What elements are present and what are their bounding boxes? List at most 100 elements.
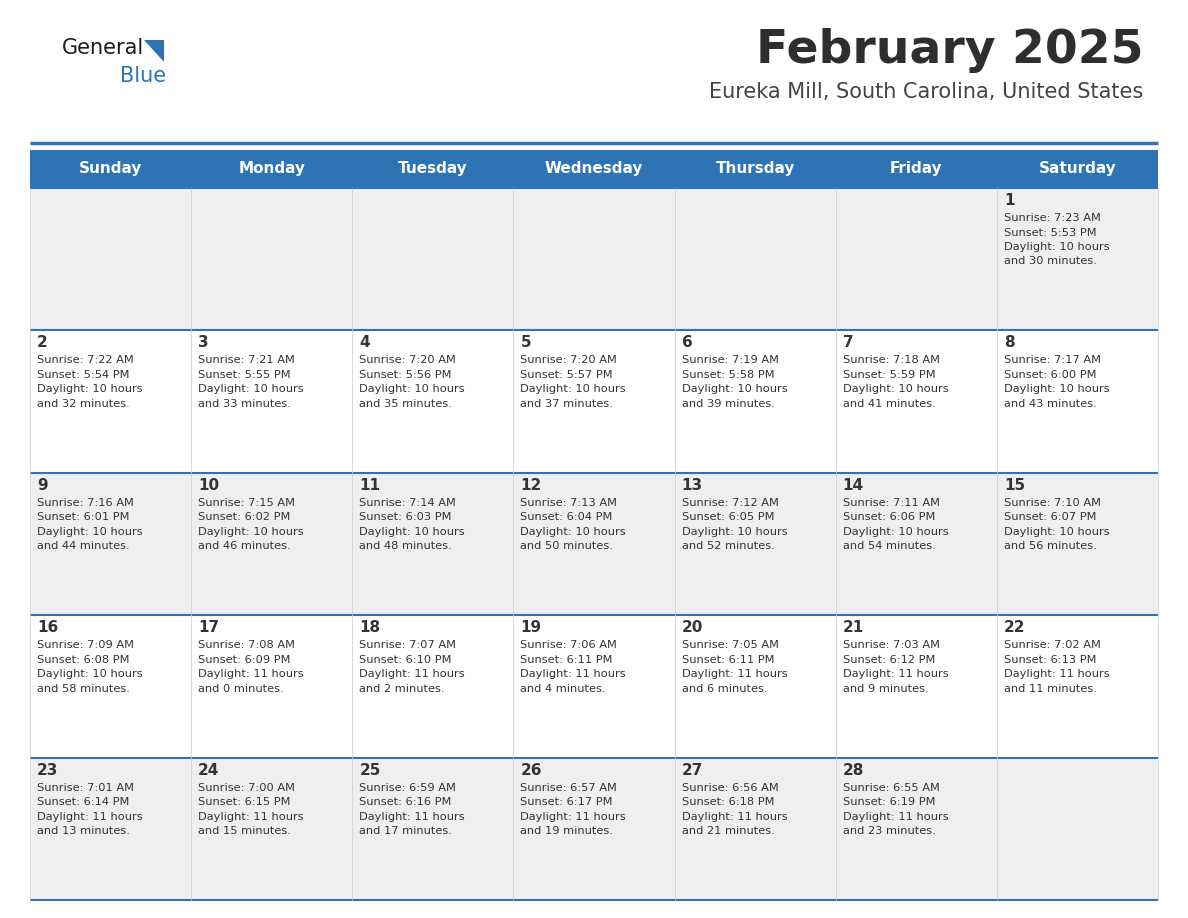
Text: Sunrise: 7:09 AM: Sunrise: 7:09 AM	[37, 640, 134, 650]
Bar	[835, 473, 997, 615]
Text: Sunrise: 7:21 AM: Sunrise: 7:21 AM	[198, 355, 295, 365]
Text: February 2025: February 2025	[756, 28, 1143, 73]
Bar	[191, 757, 353, 900]
Bar	[997, 188, 1158, 330]
Text: and 30 minutes.: and 30 minutes.	[1004, 256, 1097, 266]
Text: and 4 minutes.: and 4 minutes.	[520, 684, 606, 694]
Text: Daylight: 11 hours: Daylight: 11 hours	[1004, 669, 1110, 679]
Text: Sunrise: 7:03 AM: Sunrise: 7:03 AM	[842, 640, 940, 650]
Text: Daylight: 10 hours: Daylight: 10 hours	[520, 527, 626, 537]
Text: and 35 minutes.: and 35 minutes.	[359, 399, 453, 409]
Text: Blue: Blue	[120, 66, 166, 86]
Text: 11: 11	[359, 477, 380, 493]
Bar	[353, 757, 513, 900]
Text: Sunset: 6:16 PM: Sunset: 6:16 PM	[359, 797, 451, 807]
Text: Sunrise: 7:06 AM: Sunrise: 7:06 AM	[520, 640, 618, 650]
Text: Sunrise: 7:07 AM: Sunrise: 7:07 AM	[359, 640, 456, 650]
Text: Sunrise: 7:20 AM: Sunrise: 7:20 AM	[359, 355, 456, 365]
Text: and 17 minutes.: and 17 minutes.	[359, 826, 453, 836]
Text: 27: 27	[682, 763, 703, 778]
Text: Sunset: 5:55 PM: Sunset: 5:55 PM	[198, 370, 291, 380]
Text: Sunrise: 7:11 AM: Sunrise: 7:11 AM	[842, 498, 940, 508]
Bar	[513, 330, 675, 473]
Text: 10: 10	[198, 477, 220, 493]
Text: Sunset: 6:18 PM: Sunset: 6:18 PM	[682, 797, 775, 807]
Text: Sunset: 6:17 PM: Sunset: 6:17 PM	[520, 797, 613, 807]
Text: 28: 28	[842, 763, 864, 778]
Bar	[513, 188, 675, 330]
Text: Daylight: 10 hours: Daylight: 10 hours	[520, 385, 626, 395]
Text: Sunset: 5:56 PM: Sunset: 5:56 PM	[359, 370, 451, 380]
Text: and 33 minutes.: and 33 minutes.	[198, 399, 291, 409]
Text: Daylight: 10 hours: Daylight: 10 hours	[682, 527, 788, 537]
Text: Eureka Mill, South Carolina, United States: Eureka Mill, South Carolina, United Stat…	[709, 82, 1143, 102]
Text: Daylight: 10 hours: Daylight: 10 hours	[359, 385, 465, 395]
Text: 3: 3	[198, 335, 209, 351]
Text: Sunset: 5:59 PM: Sunset: 5:59 PM	[842, 370, 935, 380]
Text: Daylight: 11 hours: Daylight: 11 hours	[520, 812, 626, 822]
Bar	[30, 150, 1158, 188]
Text: Friday: Friday	[890, 162, 942, 176]
Text: Sunrise: 7:00 AM: Sunrise: 7:00 AM	[198, 783, 295, 792]
Text: Thursday: Thursday	[715, 162, 795, 176]
Text: and 13 minutes.: and 13 minutes.	[37, 826, 129, 836]
Text: and 9 minutes.: and 9 minutes.	[842, 684, 928, 694]
Bar	[997, 757, 1158, 900]
Text: and 11 minutes.: and 11 minutes.	[1004, 684, 1097, 694]
Bar	[513, 615, 675, 757]
Bar	[30, 330, 191, 473]
Text: Sunset: 5:54 PM: Sunset: 5:54 PM	[37, 370, 129, 380]
Text: Sunrise: 7:13 AM: Sunrise: 7:13 AM	[520, 498, 618, 508]
Text: 5: 5	[520, 335, 531, 351]
Text: Daylight: 10 hours: Daylight: 10 hours	[1004, 242, 1110, 252]
Text: 23: 23	[37, 763, 58, 778]
Text: Sunrise: 7:08 AM: Sunrise: 7:08 AM	[198, 640, 295, 650]
Text: Sunset: 6:06 PM: Sunset: 6:06 PM	[842, 512, 935, 522]
Bar	[353, 473, 513, 615]
Text: and 39 minutes.: and 39 minutes.	[682, 399, 775, 409]
Text: and 54 minutes.: and 54 minutes.	[842, 542, 935, 552]
Text: Sunset: 6:05 PM: Sunset: 6:05 PM	[682, 512, 775, 522]
Text: Sunset: 6:15 PM: Sunset: 6:15 PM	[198, 797, 291, 807]
Bar	[191, 188, 353, 330]
Bar	[675, 615, 835, 757]
Text: Daylight: 11 hours: Daylight: 11 hours	[682, 669, 788, 679]
Bar	[675, 330, 835, 473]
Bar	[30, 757, 191, 900]
Text: Sunset: 6:02 PM: Sunset: 6:02 PM	[198, 512, 291, 522]
Text: Sunrise: 6:57 AM: Sunrise: 6:57 AM	[520, 783, 618, 792]
Bar	[835, 188, 997, 330]
Bar	[835, 615, 997, 757]
Text: Daylight: 10 hours: Daylight: 10 hours	[842, 527, 948, 537]
Text: Sunset: 6:10 PM: Sunset: 6:10 PM	[359, 655, 451, 665]
Text: 18: 18	[359, 621, 380, 635]
Text: and 19 minutes.: and 19 minutes.	[520, 826, 613, 836]
Bar	[675, 473, 835, 615]
Text: Wednesday: Wednesday	[545, 162, 643, 176]
Text: Tuesday: Tuesday	[398, 162, 468, 176]
Text: and 50 minutes.: and 50 minutes.	[520, 542, 613, 552]
Text: Daylight: 10 hours: Daylight: 10 hours	[37, 669, 143, 679]
Text: Sunset: 6:07 PM: Sunset: 6:07 PM	[1004, 512, 1097, 522]
Text: and 46 minutes.: and 46 minutes.	[198, 542, 291, 552]
Bar	[835, 757, 997, 900]
Text: 16: 16	[37, 621, 58, 635]
Bar	[997, 473, 1158, 615]
Text: Sunset: 6:01 PM: Sunset: 6:01 PM	[37, 512, 129, 522]
Text: Sunset: 6:14 PM: Sunset: 6:14 PM	[37, 797, 129, 807]
Text: 26: 26	[520, 763, 542, 778]
Text: Sunset: 6:03 PM: Sunset: 6:03 PM	[359, 512, 451, 522]
Text: 24: 24	[198, 763, 220, 778]
Bar	[513, 473, 675, 615]
Bar	[675, 757, 835, 900]
Text: Sunset: 6:19 PM: Sunset: 6:19 PM	[842, 797, 935, 807]
Text: Sunset: 6:08 PM: Sunset: 6:08 PM	[37, 655, 129, 665]
Text: and 52 minutes.: and 52 minutes.	[682, 542, 775, 552]
Text: Daylight: 10 hours: Daylight: 10 hours	[1004, 527, 1110, 537]
Text: Sunrise: 7:12 AM: Sunrise: 7:12 AM	[682, 498, 778, 508]
Text: 20: 20	[682, 621, 703, 635]
Text: 2: 2	[37, 335, 48, 351]
Text: Sunset: 5:58 PM: Sunset: 5:58 PM	[682, 370, 775, 380]
Bar	[353, 330, 513, 473]
Text: Sunrise: 7:01 AM: Sunrise: 7:01 AM	[37, 783, 134, 792]
